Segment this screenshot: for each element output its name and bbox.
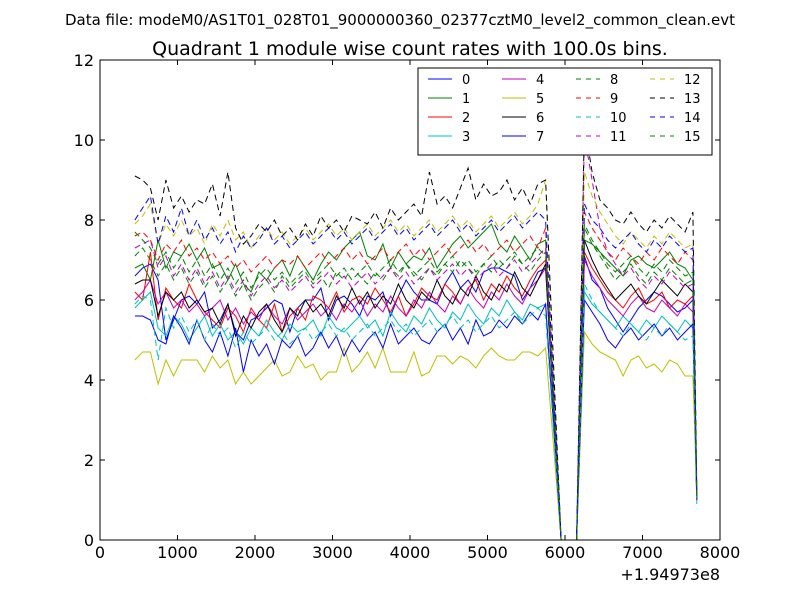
y-tick-label: 6 bbox=[84, 291, 94, 310]
series-line-13 bbox=[134, 123, 698, 541]
series-line-1 bbox=[134, 223, 698, 541]
x-tick-label: 6000 bbox=[545, 543, 586, 562]
series-line-11 bbox=[134, 135, 698, 541]
y-tick-label: 10 bbox=[74, 131, 94, 150]
legend-label-11: 11 bbox=[610, 130, 627, 145]
legend-label-6: 6 bbox=[536, 111, 544, 126]
x-tick-label: 2000 bbox=[235, 543, 276, 562]
series-line-14 bbox=[134, 194, 698, 541]
legend-label-14: 14 bbox=[684, 111, 701, 126]
legend-label-0: 0 bbox=[462, 73, 470, 88]
axis-ticks: 0 1000 2000 3000 4000 5000 6000 7000 80000246810… bbox=[74, 51, 741, 562]
legend-label-5: 5 bbox=[536, 92, 544, 107]
legend-label-10: 10 bbox=[610, 111, 627, 126]
legend-label-2: 2 bbox=[462, 111, 470, 126]
x-tick-label: 1000 bbox=[157, 543, 198, 562]
series-line-2 bbox=[134, 251, 698, 541]
y-tick-label: 8 bbox=[84, 211, 94, 230]
legend-label-4: 4 bbox=[536, 73, 544, 88]
data-file-label: Data file: modeM0/AS1T01_028T01_90000003… bbox=[65, 11, 735, 30]
x-tick-label: 5000 bbox=[467, 543, 508, 562]
legend-label-1: 1 bbox=[462, 92, 470, 107]
series-line-9 bbox=[134, 211, 698, 541]
series-line-15 bbox=[134, 223, 698, 541]
legend-box bbox=[417, 67, 713, 156]
legend-label-3: 3 bbox=[462, 130, 470, 145]
x-offset-label: +1.94973e8 bbox=[620, 565, 720, 584]
x-tick-label: 4000 bbox=[390, 543, 431, 562]
series-line-10 bbox=[134, 283, 698, 541]
y-tick-label: 0 bbox=[84, 531, 94, 550]
chart-title: Quadrant 1 module wise count rates with … bbox=[152, 38, 668, 60]
x-tick-label: 0 bbox=[95, 543, 105, 562]
y-tick-label: 4 bbox=[84, 371, 94, 390]
x-tick-label: 7000 bbox=[622, 543, 663, 562]
legend-label-15: 15 bbox=[684, 130, 701, 145]
y-tick-label: 12 bbox=[74, 51, 94, 70]
series-line-3 bbox=[134, 290, 698, 541]
legend-label-13: 13 bbox=[684, 92, 701, 107]
legend-label-8: 8 bbox=[610, 73, 618, 88]
series-line-0 bbox=[134, 255, 698, 541]
series-line-5 bbox=[134, 330, 698, 541]
series-line-8 bbox=[134, 227, 698, 541]
series-line-4 bbox=[134, 259, 698, 541]
series-line-6 bbox=[134, 239, 698, 541]
plot-lines bbox=[134, 123, 698, 541]
legend-label-12: 12 bbox=[684, 73, 701, 88]
legend-label-7: 7 bbox=[536, 130, 544, 145]
y-tick-label: 2 bbox=[84, 451, 94, 470]
series-line-12 bbox=[134, 171, 698, 541]
x-tick-label: 8000 bbox=[700, 543, 741, 562]
legend-label-9: 9 bbox=[610, 92, 618, 107]
x-tick-label: 3000 bbox=[312, 543, 353, 562]
series-line-7 bbox=[134, 298, 698, 541]
